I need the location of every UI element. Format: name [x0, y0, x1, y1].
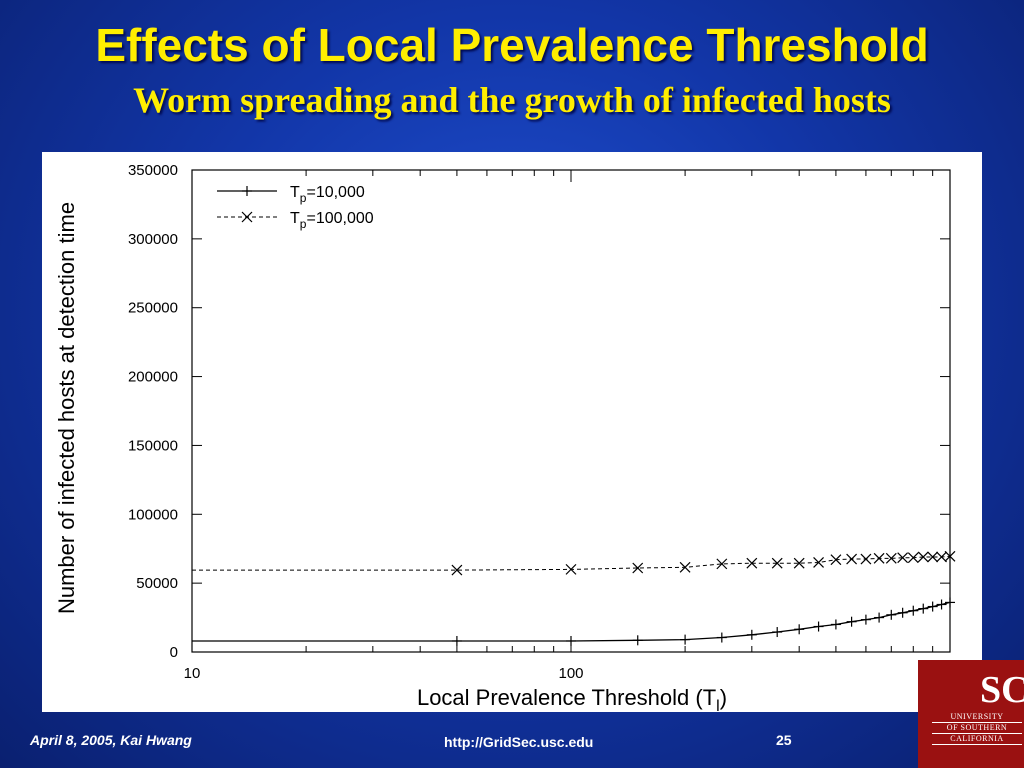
legend-marker-series-2: [241, 211, 253, 223]
footer-date-author: April 8, 2005, Kai Hwang: [30, 732, 192, 748]
y-tick-label: 300000: [128, 231, 178, 248]
page-number: 25: [776, 732, 792, 748]
usc-logo: SC UNIVERSITY OF SOUTHERN CALIFORNIA: [918, 660, 1024, 768]
slide-subtitle: Worm spreading and the growth of infecte…: [133, 80, 891, 120]
series-2-marker: [632, 562, 644, 574]
series-2-marker: [917, 551, 929, 563]
series-2-marker: [897, 552, 909, 564]
y-tick-label: 200000: [128, 369, 178, 386]
y-axis-ticks: 0 50000 100000 150000 200000 250000 300000 3500…: [128, 162, 950, 661]
usc-wordmark: UNIVERSITY OF SOUTHERN CALIFORNIA: [932, 712, 1022, 745]
usc-wordmark-line-1: UNIVERSITY: [932, 712, 1022, 723]
line-chart: 0 50000 100000 150000 200000 250000 300000 3500…: [54, 162, 967, 715]
legend: Tp=10,000 Tp=100,000: [217, 184, 374, 231]
x-tick-label: 100: [558, 665, 583, 682]
series-2-marker: [936, 551, 947, 563]
y-axis-label: Number of infected hosts at detection ti…: [54, 202, 79, 614]
x-tick-label: 10: [184, 665, 201, 682]
series-2-marker: [679, 561, 691, 573]
series-2-marker: [846, 553, 858, 565]
legend-label-series-2: Tp=100,000: [290, 210, 374, 231]
series-2-marker: [907, 552, 919, 564]
series-2-marker: [716, 558, 728, 570]
series-2-marker: [771, 557, 783, 569]
series-2-marker: [927, 551, 939, 563]
chart-panel: 0 50000 100000 150000 200000 250000 300000 3500…: [42, 152, 982, 715]
series-2-marker: [885, 552, 897, 564]
series-2-marker: [793, 557, 805, 569]
series-line-2: [192, 555, 951, 571]
series-group: [192, 550, 956, 646]
y-tick-label: 50000: [136, 575, 178, 592]
y-tick-label: 0: [170, 644, 178, 661]
plot-frame: [191, 169, 951, 653]
series-2-marker: [451, 564, 463, 576]
legend-x-marker: [241, 211, 253, 223]
series-2-marker: [813, 557, 824, 568]
slide-title: Effects of Local Prevalence Threshold: [95, 19, 929, 71]
legend-label-series-1: Tp=10,000: [290, 184, 365, 205]
y-tick-label: 350000: [128, 162, 178, 179]
series-2-marker: [944, 550, 956, 562]
y-tick-label: 100000: [128, 506, 178, 523]
usc-wordmark-line-2: OF SOUTHERN: [932, 723, 1022, 734]
footer-url[interactable]: http://GridSec.usc.edu: [444, 734, 594, 750]
x-axis-ticks: 101001000: [184, 170, 967, 682]
series-2-marker: [873, 552, 885, 564]
usc-monogram: SC: [980, 669, 1024, 711]
y-tick-label: 150000: [128, 437, 178, 454]
series-2-marker: [830, 554, 842, 566]
y-tick-label: 250000: [128, 300, 178, 317]
legend-marker-series-1: [242, 186, 252, 196]
series-2-marker: [565, 563, 577, 575]
series-2-marker: [746, 557, 758, 569]
usc-wordmark-line-3: CALIFORNIA: [932, 734, 1022, 745]
x-axis-label: Local Prevalence Threshold (Tl): [417, 685, 727, 712]
series-2-marker: [860, 553, 872, 565]
